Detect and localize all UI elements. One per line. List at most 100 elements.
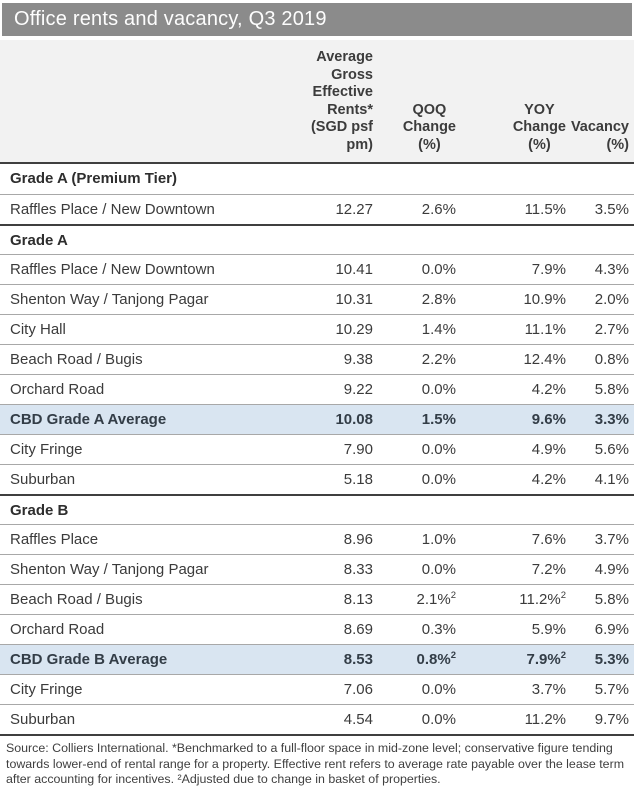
qoq-value: 0.3% (421, 621, 456, 638)
col-header-vacancy: Vacancy (%) (571, 119, 634, 154)
cell-yoy-change: 7.9%2 (461, 645, 571, 674)
cell-qoq-change: 2.2% (378, 345, 461, 374)
yoy-value: 5.9% (531, 621, 566, 638)
section-label: Grade A (10, 232, 68, 249)
qoq-value: 0.8% (416, 651, 451, 668)
row-label: Orchard Road (10, 621, 105, 638)
cell-vacancy: 3.7% (594, 531, 629, 548)
qoq-value: 2.1% (416, 591, 451, 608)
section-row-grade-a-premium: Grade A (Premium Tier) (0, 164, 634, 194)
cell-vacancy: 0.8% (594, 351, 629, 368)
qoq-value: 0.0% (421, 681, 456, 698)
yoy-value: 11.2% (519, 591, 561, 608)
office-rents-report: Office rents and vacancy, Q3 2019 Averag… (0, 3, 634, 788)
cell-qoq-change: 1.4% (378, 315, 461, 344)
table-row: Shenton Way / Tanjong Pagar 10.31 2.8% 1… (0, 284, 634, 314)
page-title: Office rents and vacancy, Q3 2019 (14, 8, 327, 30)
table-row: Raffles Place / New Downtown 10.41 0.0% … (0, 254, 634, 284)
qoq-value: 0.0% (421, 381, 456, 398)
section-label: Grade B (10, 502, 69, 519)
cell-rent: 10.31 (335, 291, 373, 308)
yoy-value: 4.2% (531, 381, 566, 398)
qoq-value: 2.6% (421, 201, 456, 218)
section-row-grade-b: Grade B (0, 494, 634, 524)
cell-yoy-change: 7.9% (461, 255, 571, 284)
qoq-value: 0.0% (421, 561, 456, 578)
table-body: Grade A (Premium Tier) Raffles Place / N… (0, 164, 634, 734)
cell-qoq-change: 0.0% (378, 375, 461, 404)
cell-yoy-change: 12.4% (461, 345, 571, 374)
cell-qoq-change: 0.0% (378, 675, 461, 704)
yoy-value: 11.2% (524, 711, 566, 728)
cell-rent: 12.27 (335, 201, 373, 218)
cell-vacancy: 4.1% (594, 471, 629, 488)
footnote-2-marker: 2 (560, 650, 566, 661)
yoy-value: 4.9% (531, 441, 566, 458)
row-label: City Fringe (10, 681, 83, 698)
qoq-value: 0.0% (421, 261, 456, 278)
section-label: Grade A (Premium Tier) (10, 170, 177, 187)
row-label: City Hall (10, 321, 66, 338)
yoy-value: 7.9% (531, 261, 566, 278)
cell-vacancy: 3.3% (594, 411, 629, 428)
cell-yoy-change: 7.6% (461, 525, 571, 554)
footnote-2-marker: 2 (560, 590, 566, 601)
cell-vacancy: 6.9% (594, 621, 629, 638)
col-header-vacancy-label: Vacancy (%) (570, 119, 629, 153)
cell-vacancy: 5.8% (594, 381, 629, 398)
row-label: Raffles Place (10, 531, 99, 548)
yoy-value: 3.7% (531, 681, 566, 698)
cell-rent: 9.22 (343, 381, 373, 398)
cell-yoy-change: 4.2% (461, 375, 571, 404)
cell-qoq-change: 0.0% (378, 555, 461, 584)
cell-yoy-change: 11.1% (461, 315, 571, 344)
qoq-value: 2.2% (421, 351, 456, 368)
table-row: City Fringe 7.06 0.0% 3.7% 5.7% (0, 674, 634, 704)
cell-rent: 10.41 (335, 261, 373, 278)
cell-vacancy: 2.0% (594, 291, 629, 308)
footnote-2-marker: 2 (450, 650, 456, 661)
cell-yoy-change: 10.9% (461, 285, 571, 314)
cell-qoq-change: 2.8% (378, 285, 461, 314)
row-label: CBD Grade B Average (10, 651, 168, 668)
section-row-grade-a: Grade A (0, 224, 634, 254)
qoq-value: 0.0% (421, 471, 456, 488)
cell-rent: 8.69 (343, 621, 373, 638)
table-row: Beach Road / Bugis 9.38 2.2% 12.4% 0.8% (0, 344, 634, 374)
cell-rent: 8.53 (343, 651, 373, 668)
cell-vacancy: 5.8% (594, 591, 629, 608)
cell-vacancy: 3.5% (594, 201, 629, 218)
cell-qoq-change: 0.0% (378, 465, 461, 494)
row-label: Shenton Way / Tanjong Pagar (10, 561, 209, 578)
row-label: CBD Grade A Average (10, 411, 167, 428)
cell-rent: 5.18 (343, 471, 373, 488)
row-label: Orchard Road (10, 381, 105, 398)
yoy-value: 10.9% (523, 291, 566, 308)
source-note: Source: Colliers International. *Benchma… (0, 734, 634, 788)
cell-vacancy: 2.7% (594, 321, 629, 338)
footnote-2-marker: 2 (450, 590, 456, 601)
table-row: City Fringe 7.90 0.0% 4.9% 5.6% (0, 434, 634, 464)
cell-rent: 7.06 (343, 681, 373, 698)
yoy-value: 11.5% (524, 201, 566, 218)
qoq-value: 0.0% (421, 441, 456, 458)
yoy-value: 9.6% (531, 411, 566, 428)
qoq-value: 1.0% (421, 531, 456, 548)
cell-vacancy: 4.9% (594, 561, 629, 578)
cell-qoq-change: 2.1%2 (378, 585, 461, 614)
qoq-value: 1.5% (421, 411, 456, 428)
row-label: Shenton Way / Tanjong Pagar (10, 291, 209, 308)
cell-vacancy: 5.3% (594, 651, 629, 668)
cell-qoq-change: 0.0% (378, 255, 461, 284)
col-header-qoq-label: QOQ Change (%) (402, 101, 456, 153)
cell-rent: 8.33 (343, 561, 373, 578)
cell-qoq-change: 0.3% (378, 615, 461, 644)
table-row-cbd-grade-a-average: CBD Grade A Average 10.08 1.5% 9.6% 3.3% (0, 404, 634, 434)
cell-yoy-change: 11.2% (461, 705, 571, 734)
yoy-value: 12.4% (523, 351, 566, 368)
table-row: Orchard Road 9.22 0.0% 4.2% 5.8% (0, 374, 634, 404)
row-label: City Fringe (10, 441, 83, 458)
table-header: Average Gross Effective Rents* (SGD psf … (0, 40, 634, 164)
row-label: Beach Road / Bugis (10, 591, 143, 608)
cell-rent: 4.54 (343, 711, 373, 728)
